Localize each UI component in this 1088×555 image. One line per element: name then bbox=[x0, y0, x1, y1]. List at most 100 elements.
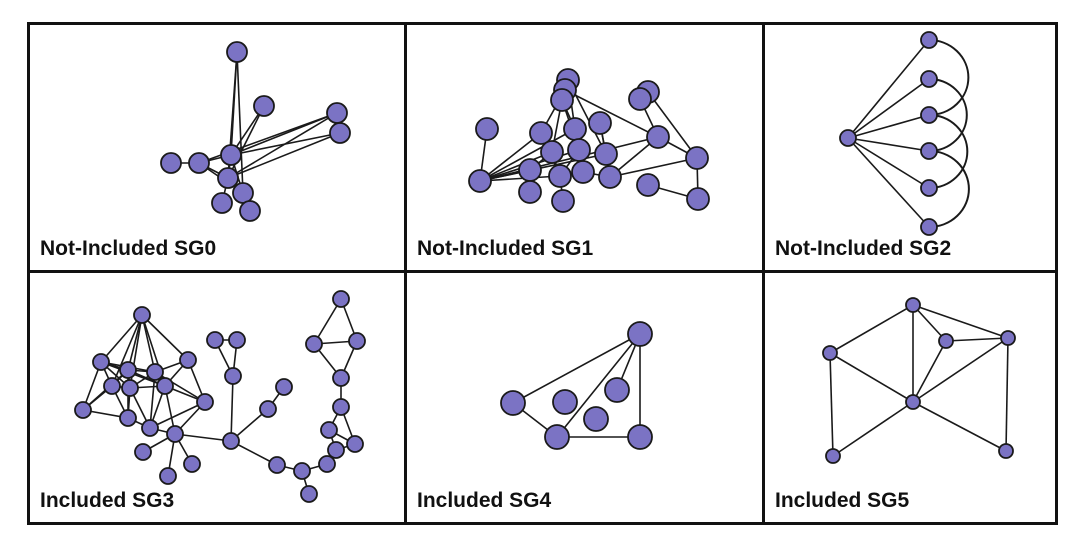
graph-node bbox=[628, 87, 652, 111]
graph-sg1 bbox=[468, 68, 710, 213]
graph-node bbox=[627, 321, 653, 347]
grid-border-bottom bbox=[27, 522, 1057, 525]
grid-divider-1 bbox=[404, 22, 407, 525]
graph-arc-edge bbox=[928, 78, 968, 152]
grid-border-top bbox=[27, 22, 1057, 25]
graph-edge bbox=[149, 401, 206, 429]
graph-node bbox=[332, 369, 350, 387]
graph-edge bbox=[111, 314, 143, 387]
graph-arc-edge bbox=[928, 150, 970, 228]
graph-node bbox=[920, 179, 938, 197]
graph-node bbox=[905, 297, 921, 313]
graph-edge bbox=[141, 314, 189, 361]
graph-node bbox=[326, 102, 348, 124]
grid-border-left bbox=[27, 22, 30, 525]
graph-node bbox=[119, 409, 137, 427]
graph-node bbox=[544, 424, 570, 450]
graph-node bbox=[156, 377, 174, 395]
graph-node bbox=[141, 419, 159, 437]
graph-edge bbox=[479, 175, 561, 182]
graph-edge bbox=[141, 314, 156, 373]
graph-node bbox=[686, 187, 710, 211]
graph-node bbox=[293, 462, 311, 480]
graph-edge bbox=[829, 352, 914, 403]
graph-edge bbox=[912, 401, 1007, 452]
graph-sg2 bbox=[839, 31, 970, 236]
graph-node bbox=[500, 390, 526, 416]
graph-node bbox=[196, 393, 214, 411]
panel-label: Included SG4 bbox=[417, 489, 552, 512]
graph-edge bbox=[230, 375, 234, 442]
graph-edge bbox=[512, 333, 641, 404]
graph-edge bbox=[154, 371, 206, 403]
graph-edge bbox=[829, 352, 834, 457]
graph-node bbox=[685, 146, 709, 170]
graph-node bbox=[583, 406, 609, 432]
grid-border-right bbox=[1055, 22, 1058, 525]
panel-included-sg4: Included SG4 bbox=[405, 271, 763, 523]
graph-edge bbox=[647, 91, 698, 159]
graph-edge bbox=[149, 371, 156, 429]
panel-not-included-sg2: Not-Included SG2 bbox=[763, 23, 1056, 271]
panel-not-included-sg0: Not-Included SG0 bbox=[28, 23, 405, 271]
graph-edge bbox=[847, 78, 930, 139]
graph-edge bbox=[227, 132, 341, 179]
graph-edge bbox=[847, 137, 930, 152]
graph-node bbox=[327, 441, 345, 459]
graph-edge bbox=[1005, 337, 1009, 452]
graph-edge bbox=[847, 114, 930, 139]
graph-node bbox=[206, 331, 224, 349]
graph-edge bbox=[912, 304, 947, 342]
graph-node bbox=[839, 129, 857, 147]
graph-node bbox=[938, 333, 954, 349]
graph-node bbox=[825, 448, 841, 464]
graph-node bbox=[166, 425, 184, 443]
grid-divider-2 bbox=[762, 22, 765, 525]
graph-sg0 bbox=[160, 41, 351, 222]
graph-node bbox=[134, 443, 152, 461]
graph-node bbox=[222, 432, 240, 450]
graph-edge bbox=[564, 89, 659, 138]
graph-node bbox=[253, 95, 275, 117]
graph-node bbox=[571, 160, 595, 184]
graph-node bbox=[226, 41, 248, 63]
graph-edge bbox=[230, 132, 341, 156]
graph-node bbox=[332, 290, 350, 308]
graph-node bbox=[103, 377, 121, 395]
graph-sg3 bbox=[74, 290, 366, 503]
graph-node bbox=[179, 351, 197, 369]
graph-node bbox=[305, 335, 323, 353]
graph-node bbox=[183, 455, 201, 473]
graph-node bbox=[159, 467, 177, 485]
grid-border-middle bbox=[27, 270, 1057, 273]
graph-node bbox=[475, 117, 499, 141]
graph-node bbox=[133, 306, 151, 324]
graph-node bbox=[998, 443, 1014, 459]
graph-node bbox=[468, 169, 492, 193]
graph-node bbox=[300, 485, 318, 503]
graph-edge bbox=[127, 314, 143, 371]
graph-node bbox=[920, 106, 938, 124]
graph-node bbox=[920, 31, 938, 49]
graph-node bbox=[160, 152, 182, 174]
graph-node bbox=[588, 111, 612, 135]
graph-edge bbox=[479, 151, 553, 182]
panel-label: Not-Included SG1 bbox=[417, 237, 594, 260]
graph-node bbox=[146, 363, 164, 381]
graph-node bbox=[627, 424, 653, 450]
graph-edge bbox=[479, 132, 542, 182]
graph-node bbox=[594, 142, 618, 166]
graph-node bbox=[563, 117, 587, 141]
graph-node bbox=[518, 180, 542, 204]
graph-node bbox=[121, 379, 139, 397]
graph-edge bbox=[479, 136, 659, 182]
graph-node bbox=[905, 394, 921, 410]
graph-sg4 bbox=[500, 321, 653, 450]
graph-edge bbox=[227, 112, 338, 179]
graph-node bbox=[92, 353, 110, 371]
graph-edge bbox=[945, 337, 1009, 342]
graph-node bbox=[550, 88, 574, 112]
graph-node bbox=[224, 367, 242, 385]
graph-edge bbox=[912, 337, 1009, 403]
